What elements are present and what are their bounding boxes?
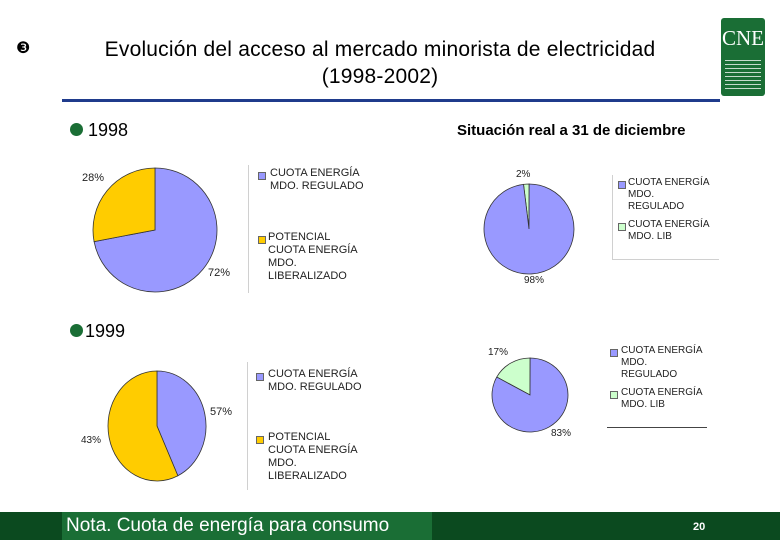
legend-1999-real-rule (607, 427, 707, 428)
cne-logo-text: CNE (722, 26, 764, 50)
pie-1999-label-regulated: 43% (81, 435, 102, 446)
legend-1998-item-liberalized: POTENCIAL CUOTA ENERGÍA MDO. LIBERALIZAD… (268, 231, 358, 282)
pie-1999-slice-regulated (156, 370, 207, 477)
legend-1999-item-regulated: CUOTA ENERGÍA MDO. REGULADO (268, 368, 362, 393)
pie-1998-real-label-liberalized: 2% (516, 169, 531, 180)
page-number: 20 (693, 521, 706, 533)
legend-1999-real-item-regulated: CUOTA ENERGÍA MDO. REGULADO (621, 345, 703, 380)
footer-note: Nota. Cuota de energía para consumo (66, 515, 390, 536)
pie-1998-slice-regulated (93, 167, 218, 293)
legend-1999-divider (247, 362, 248, 490)
section-1999-label: 1999 (85, 321, 126, 341)
pie-1998-real-label-regulated: 98% (524, 275, 545, 286)
pie-1998-label-regulated: 72% (208, 267, 231, 279)
legend-1998-real-frame (612, 175, 719, 260)
pie-chart-1998-real (483, 183, 575, 275)
legend-1998-real-swatch-liberalized (618, 223, 626, 231)
page-title-line1: Evolución del acceso al mercado minorist… (104, 38, 656, 61)
legend-1998-swatch-liberalized (258, 236, 266, 244)
page-title-line2: (1998-2002) (321, 65, 439, 88)
bullet-1999-icon (70, 324, 83, 337)
pie-chart-1999 (107, 370, 207, 482)
legend-1999-item-liberalized: POTENCIAL CUOTA ENERGÍA MDO. LIBERALIZAD… (268, 431, 358, 482)
title-underline (62, 99, 720, 102)
legend-1998-divider (248, 165, 249, 293)
footer-note-box (62, 512, 432, 540)
legend-1999-real-item-liberalized: CUOTA ENERGÍA MDO. LIB (621, 387, 703, 410)
legend-1999-real-swatch-regulated (610, 349, 618, 357)
pie-1999-label-liberalized: 57% (210, 406, 233, 418)
section-1998-label: 1998 (88, 120, 129, 140)
pie-1998-label-liberalized: 28% (82, 172, 105, 184)
cne-logo-lines (725, 60, 761, 90)
pie-1999-real-label-regulated: 83% (551, 428, 572, 439)
pie-1998-real-slice-regulated (483, 183, 575, 275)
pie-chart-1999-real (491, 357, 569, 433)
legend-1999-real-swatch-liberalized (610, 391, 618, 399)
legend-1998-real-item-regulated: CUOTA ENERGÍA MDO. REGULADO (628, 177, 710, 212)
cne-logo: CNE (721, 18, 765, 96)
pie-chart-1998 (92, 167, 218, 293)
section-bullet-icon: ❸ (16, 40, 31, 57)
legend-1999-swatch-liberalized (256, 436, 264, 444)
pie-1999-real-slice-regulated (491, 357, 569, 433)
pie-1999-slice-liberalized (107, 370, 179, 482)
situation-title: Situación real a 31 de diciembre (457, 122, 686, 139)
pie-1999-real-label-liberalized: 17% (488, 347, 509, 358)
legend-1998-real-item-liberalized: CUOTA ENERGÍA MDO. LIB (628, 219, 710, 242)
page-title: Evolución del acceso al mercado minorist… (40, 36, 720, 90)
bullet-1998-icon (70, 123, 83, 136)
legend-1998-swatch-regulated (258, 172, 266, 180)
legend-1998-real-swatch-regulated (618, 181, 626, 189)
legend-1999-swatch-regulated (256, 373, 264, 381)
pie-1998-slice-liberalized (92, 167, 156, 243)
legend-1998-item-regulated: CUOTA ENERGÍA MDO. REGULADO (270, 167, 364, 192)
